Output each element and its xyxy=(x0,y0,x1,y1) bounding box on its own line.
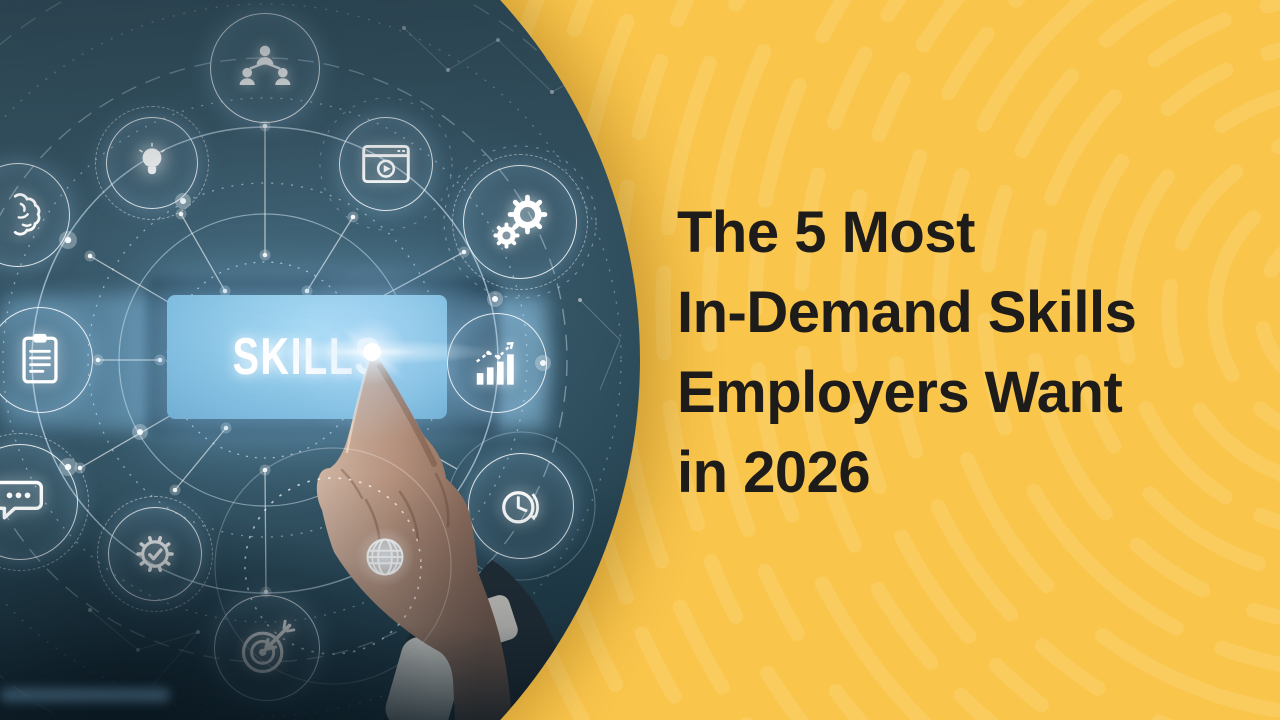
headline-line-3: Employers Want xyxy=(677,360,1123,425)
headline-line-1: The 5 Most xyxy=(677,200,975,265)
desk-reflection xyxy=(0,688,170,702)
headline: The 5 Most In-Demand Skills Employers Wa… xyxy=(677,193,1252,513)
headline-line-2: In-Demand Skills xyxy=(677,280,1137,345)
headline-line-4: in 2026 xyxy=(677,440,871,505)
